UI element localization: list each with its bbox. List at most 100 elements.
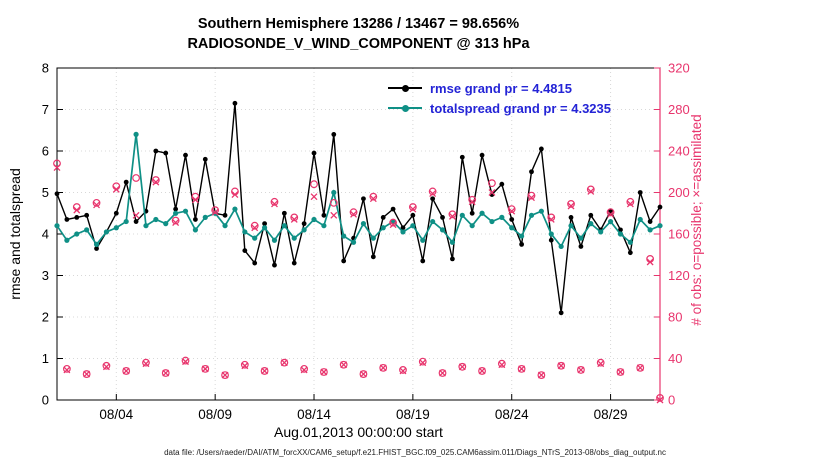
rmse-marker: [192, 217, 198, 222]
rmse-marker: [548, 237, 554, 243]
totalspread-marker: [341, 233, 347, 239]
totalspread-marker: [182, 208, 189, 214]
rmse-marker: [578, 244, 584, 249]
rmse-marker: [558, 310, 564, 316]
right-tick-label: 40: [668, 351, 682, 366]
obs-assimilated-marker: [399, 367, 407, 375]
totalspread-marker: [647, 227, 653, 233]
obs-assimilated-marker: [369, 195, 377, 203]
rmse-marker: [183, 152, 188, 158]
obs-assimilated-marker: [191, 196, 199, 204]
obs-possible-marker: [606, 208, 615, 217]
totalspread-line-swatch-icon: [388, 104, 422, 112]
legend-label-rmse: rmse grand pr = 4.4815: [430, 80, 572, 96]
rmse-marker: [272, 262, 277, 268]
totalspread-marker: [54, 223, 60, 229]
x-tick-label: 08/24: [495, 407, 529, 422]
totalspread-marker: [281, 223, 287, 229]
obs-assimilated-marker: [280, 359, 288, 367]
obs-possible-marker: [142, 358, 150, 367]
obs-possible-marker: [151, 176, 160, 184]
obs-assimilated-marker: [132, 211, 140, 219]
rmse-marker: [450, 256, 455, 262]
obs-possible-marker: [547, 213, 556, 222]
obs-possible-marker: [537, 371, 546, 380]
rmse-marker: [64, 217, 70, 222]
legend-row-totalspread: totalspread grand pr = 4.3235: [388, 98, 611, 118]
obs-assimilated-marker: [389, 221, 397, 229]
totalspread-marker: [370, 235, 376, 241]
obs-assimilated-marker: [102, 363, 110, 371]
rmse-marker: [440, 215, 445, 220]
totalspread-marker: [350, 239, 357, 245]
totalspread-marker: [271, 237, 278, 243]
obs-assimilated-marker: [93, 201, 101, 209]
chart-title-block: Southern Hemisphere 13286 / 13467 = 98.6…: [57, 14, 660, 54]
obs-possible-marker: [428, 187, 437, 196]
obs-assimilated-marker: [300, 366, 308, 374]
obs-assimilated-marker: [340, 361, 348, 369]
right-tick-label: 80: [668, 310, 682, 325]
obs-possible-marker: [349, 208, 358, 217]
totalspread-marker: [380, 225, 386, 231]
right-tick-label: 200: [668, 185, 690, 200]
obs-possible-marker: [329, 198, 338, 207]
rmse-marker: [519, 241, 525, 247]
obs-possible-marker: [62, 364, 71, 373]
totalspread-marker: [489, 218, 495, 225]
totalspread-marker: [637, 216, 643, 223]
obs-possible-marker: [339, 360, 348, 369]
rmse-marker: [529, 169, 534, 175]
rmse-marker: [94, 246, 99, 251]
obs-possible-marker: [300, 364, 309, 373]
obs-assimilated-marker: [448, 212, 456, 220]
obs-assimilated-marker: [597, 360, 605, 368]
x-tick-label: 08/14: [297, 407, 331, 422]
obs-assimilated-marker: [359, 370, 367, 378]
totalspread-marker: [202, 214, 208, 220]
obs-possible-marker: [132, 174, 140, 182]
rmse-marker: [341, 258, 347, 264]
rmse-marker: [370, 254, 376, 260]
obs-possible-marker: [201, 364, 210, 373]
obs-possible-marker: [102, 361, 111, 370]
obs-assimilated-marker: [201, 365, 209, 373]
obs-assimilated-marker: [162, 369, 170, 377]
obs-possible-marker: [488, 179, 496, 188]
obs-assimilated-marker: [528, 194, 535, 202]
obs-possible-marker: [478, 367, 486, 375]
rmse-marker: [361, 196, 366, 202]
x-tick-label: 08/19: [396, 407, 430, 422]
totalspread-marker: [598, 229, 604, 235]
obs-assimilated-marker: [429, 190, 437, 197]
obs-assimilated-marker: [458, 363, 466, 371]
totalspread-marker: [331, 189, 337, 196]
obs-assimilated-marker: [83, 370, 91, 378]
obs-possible-marker: [211, 206, 220, 215]
obs-assimilated-marker: [626, 200, 634, 208]
obs-possible-marker: [82, 370, 91, 378]
totalspread-marker: [430, 218, 436, 225]
totalspread-marker: [420, 237, 426, 243]
obs-assimilated-marker: [478, 367, 486, 375]
totalspread-marker: [222, 223, 228, 229]
totalspread-marker: [538, 208, 544, 214]
left-tick-label: 5: [42, 185, 49, 200]
totalspread-marker: [84, 227, 90, 233]
totalspread-marker: [153, 216, 159, 223]
left-tick-label: 1: [42, 351, 49, 366]
left-tick-label: 6: [42, 144, 49, 159]
rmse-marker: [499, 181, 505, 187]
obs-possible-marker: [310, 180, 318, 189]
obs-assimilated-marker: [290, 216, 298, 223]
obs-possible-marker: [527, 191, 536, 200]
obs-assimilated-marker: [310, 193, 318, 201]
obs-assimilated-marker: [656, 396, 664, 404]
obs-assimilated-marker: [468, 198, 476, 206]
left-tick-label: 3: [42, 268, 49, 283]
obs-possible-marker: [468, 195, 477, 204]
rmse-marker: [568, 215, 574, 220]
totalspread-marker: [657, 223, 663, 229]
